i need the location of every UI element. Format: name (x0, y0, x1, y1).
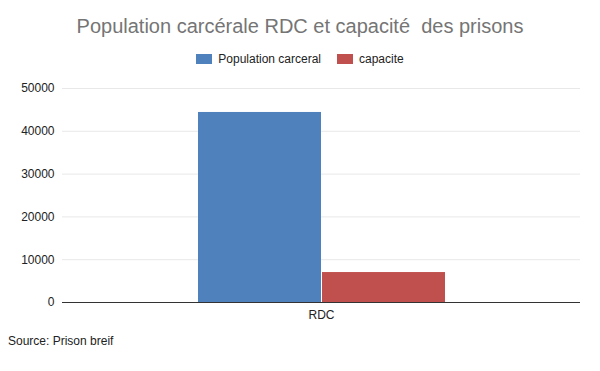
html-text:capacite: capacite (359, 52, 404, 66)
svg-text:20000: 20000 (21, 210, 55, 224)
html-text:Source: Prison breif: Source: Prison breif (8, 334, 114, 348)
html-text:Population carcérale RDC et ca: Population carcérale RDC et capacité des… (76, 15, 524, 37)
svg-text:RDC: RDC (309, 308, 335, 322)
svg-text:0: 0 (48, 295, 55, 309)
svg-text:50000: 50000 (21, 81, 55, 95)
svg-text:10000: 10000 (21, 253, 55, 267)
html-text:Population carceral: Population carceral (218, 52, 321, 66)
svg-text:30000: 30000 (21, 167, 55, 181)
svg-text:40000: 40000 (21, 124, 55, 138)
